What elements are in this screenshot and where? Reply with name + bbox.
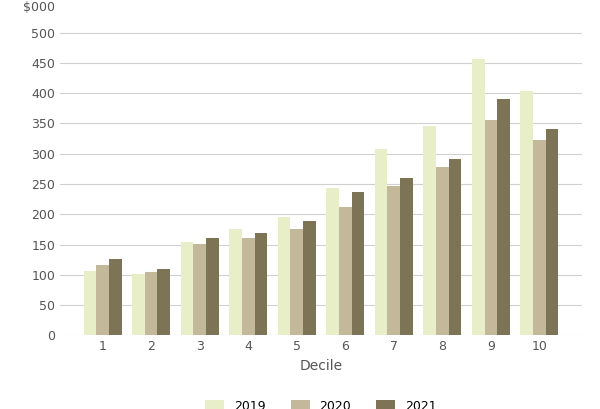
Bar xyxy=(97,265,109,335)
Bar xyxy=(485,120,497,335)
Bar xyxy=(193,244,206,335)
Bar xyxy=(303,221,316,335)
Bar xyxy=(157,269,170,335)
Bar xyxy=(533,140,545,335)
Bar xyxy=(472,58,485,335)
Bar xyxy=(109,259,122,335)
Bar xyxy=(206,238,218,335)
Bar xyxy=(352,192,364,335)
Bar xyxy=(375,149,388,335)
Bar xyxy=(145,272,157,335)
Bar xyxy=(449,159,461,335)
Bar xyxy=(520,91,533,335)
Bar xyxy=(497,99,510,335)
Bar xyxy=(424,126,436,335)
Bar xyxy=(326,188,339,335)
Bar xyxy=(290,229,303,335)
Bar xyxy=(388,186,400,335)
Bar xyxy=(254,233,267,335)
Bar xyxy=(84,271,97,335)
Text: $000: $000 xyxy=(23,1,55,14)
Bar xyxy=(339,207,352,335)
Bar xyxy=(229,229,242,335)
X-axis label: Decile: Decile xyxy=(299,359,343,373)
Bar xyxy=(242,238,254,335)
Bar xyxy=(400,178,413,335)
Legend: 2019, 2020, 2021: 2019, 2020, 2021 xyxy=(200,395,442,409)
Bar xyxy=(436,167,449,335)
Bar xyxy=(132,274,145,335)
Bar xyxy=(545,129,558,335)
Bar xyxy=(278,217,290,335)
Bar xyxy=(181,241,193,335)
